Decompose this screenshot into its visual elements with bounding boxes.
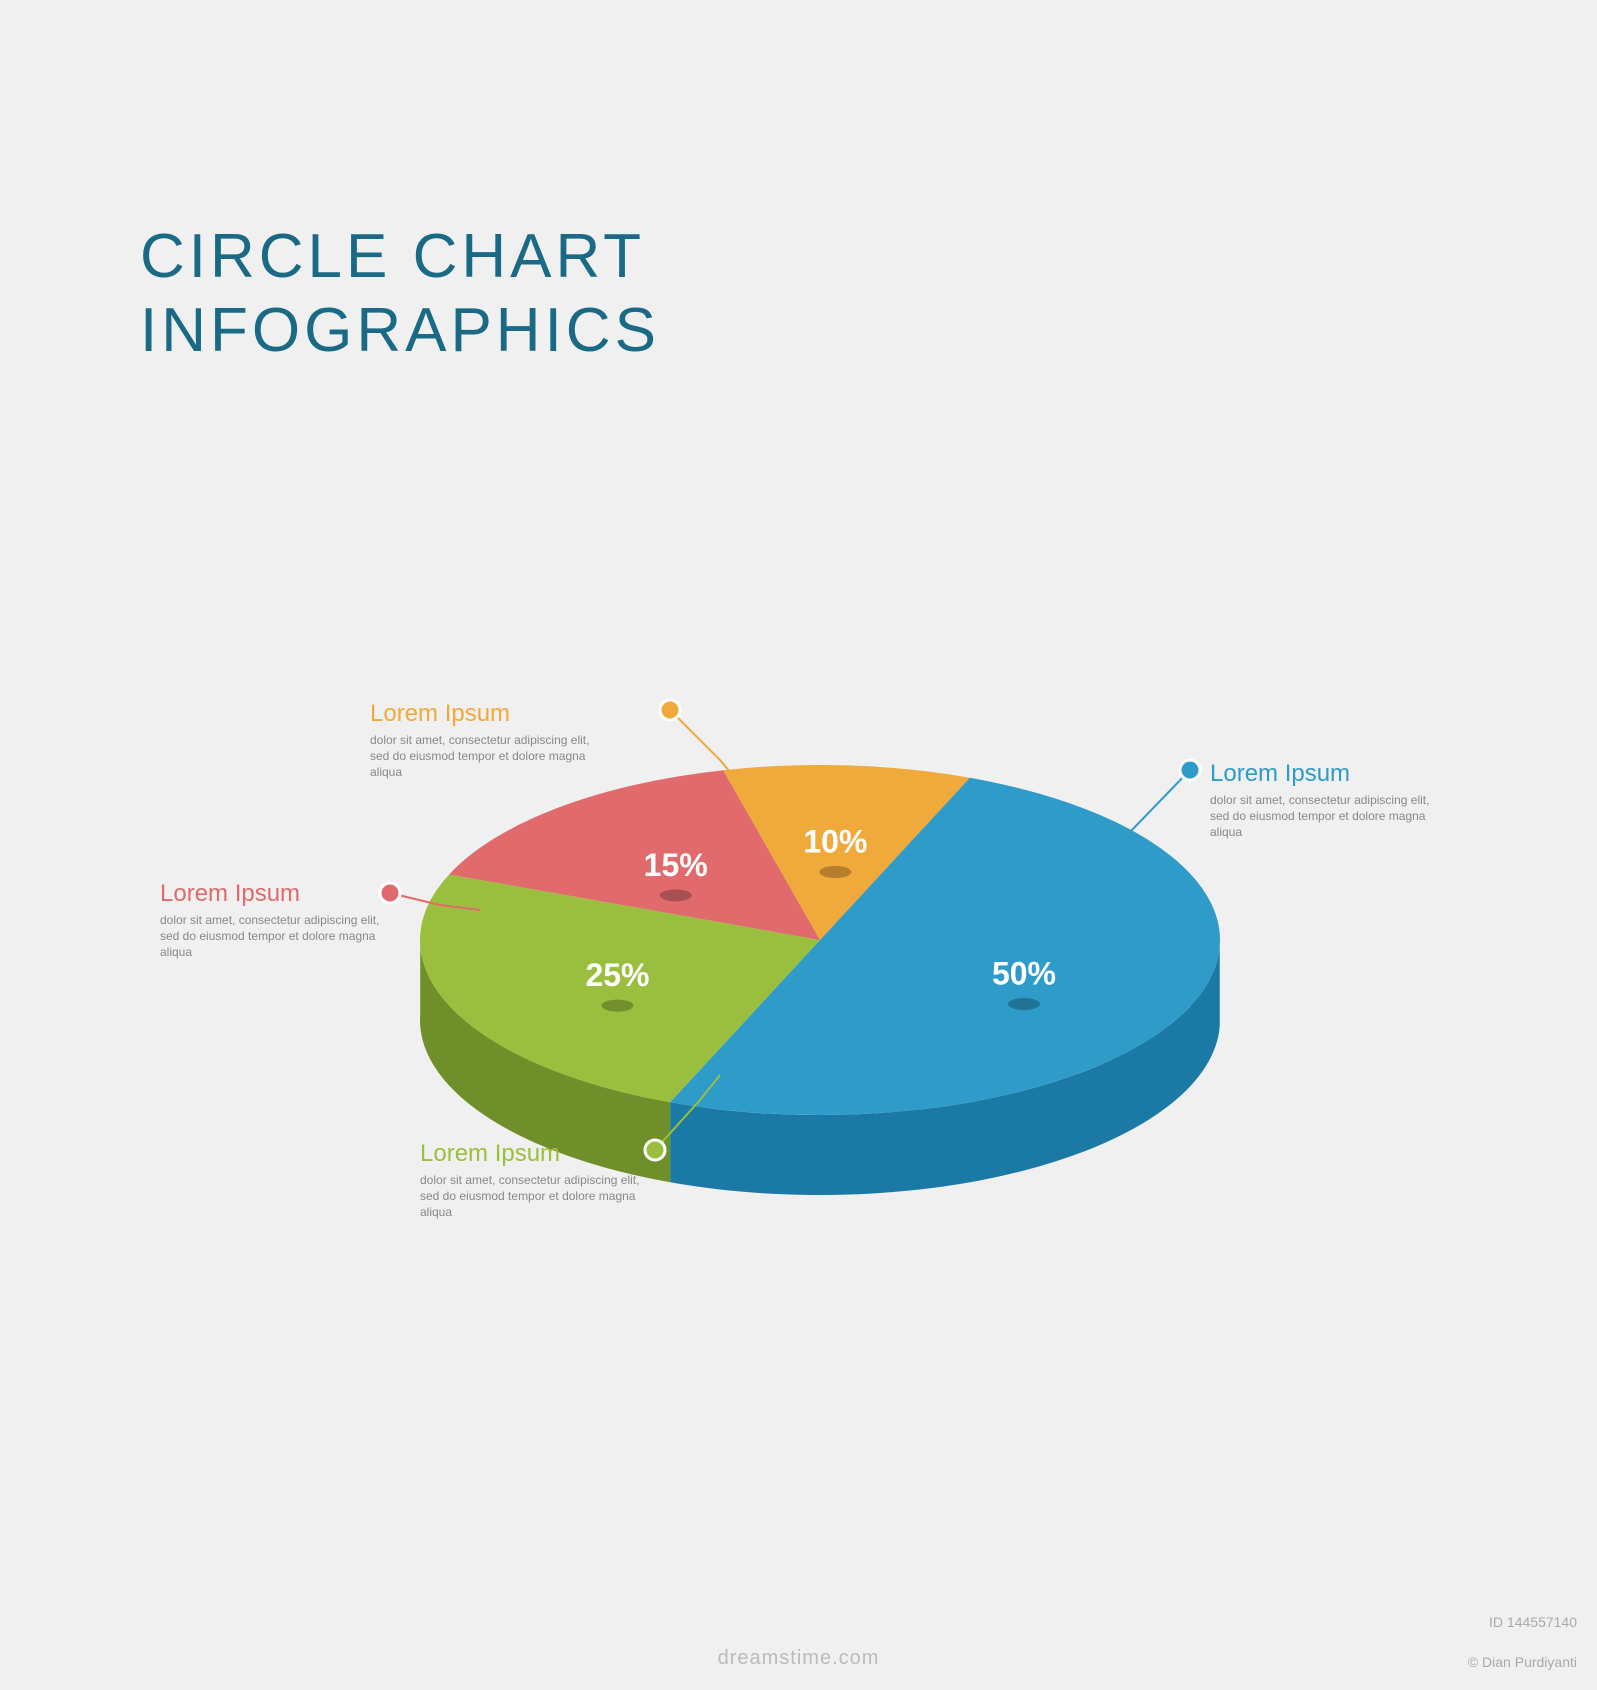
pct-dent-3	[819, 866, 851, 878]
callout-1: Lorem Ipsum dolor sit amet, consectetur a…	[420, 1140, 640, 1221]
callout-3: Lorem Ipsum dolor sit amet, consectetur a…	[370, 700, 590, 781]
callout-title-0: Lorem Ipsum	[1210, 760, 1430, 788]
callout-dot-0	[1180, 760, 1200, 780]
pct-dent-2	[660, 889, 692, 901]
pct-label-1: 25%	[585, 957, 649, 993]
author-text: © Dian Purdiyanti	[1468, 1654, 1577, 1670]
pct-label-0: 50%	[992, 956, 1056, 992]
pct-dent-0	[1008, 998, 1040, 1010]
callout-2: Lorem Ipsum dolor sit amet, consectetur a…	[160, 880, 380, 961]
pie-chart-3d: 50% 25% 15% 10%	[0, 0, 1597, 1690]
callout-title-3: Lorem Ipsum	[370, 700, 590, 728]
callout-dot-1	[645, 1140, 665, 1160]
pct-dent-1	[601, 1000, 633, 1012]
image-id-text: ID 144557140	[1489, 1614, 1577, 1630]
callout-0: Lorem Ipsum dolor sit amet, consectetur a…	[1210, 760, 1430, 841]
watermark-text: dreamstime.com	[0, 1647, 1597, 1670]
callout-desc-0: dolor sit amet, consectetur adipiscing e…	[1210, 792, 1430, 841]
callout-dot-2	[380, 883, 400, 903]
callout-desc-2: dolor sit amet, consectetur adipiscing e…	[160, 912, 380, 961]
callout-title-1: Lorem Ipsum	[420, 1140, 640, 1168]
callout-title-2: Lorem Ipsum	[160, 880, 380, 908]
callout-desc-3: dolor sit amet, consectetur adipiscing e…	[370, 732, 590, 781]
pct-label-2: 15%	[644, 847, 708, 883]
callout-dot-3	[660, 700, 680, 720]
pct-label-3: 10%	[803, 823, 867, 859]
callout-desc-1: dolor sit amet, consectetur adipiscing e…	[420, 1172, 640, 1221]
